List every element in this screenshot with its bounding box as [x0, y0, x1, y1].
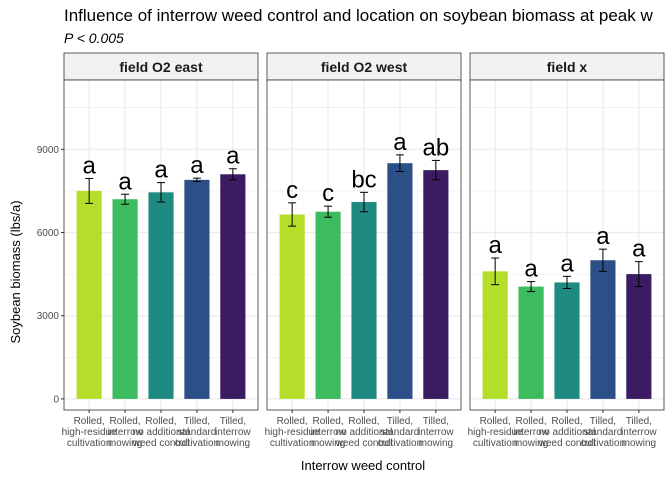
error-bar [395, 154, 404, 173]
significance-letter: a [393, 129, 407, 156]
error-bar [360, 191, 368, 213]
x-tick-label: Rolled, high-residue cultivation [62, 416, 117, 449]
bar [279, 214, 305, 399]
bar [351, 202, 377, 399]
error-bar [598, 248, 607, 272]
error-bar [288, 202, 297, 227]
significance-letter: a [632, 236, 646, 263]
x-tick-label: Tilled, interrow mowing [621, 416, 657, 449]
error-bar [527, 281, 536, 293]
significance-letter: a [524, 256, 538, 283]
error-bar [324, 205, 333, 218]
bar [554, 282, 580, 399]
significance-letter: a [596, 223, 610, 250]
error-bar [563, 275, 571, 290]
x-axis-title: Interrow weed control [301, 458, 425, 473]
significance-letter: a [226, 143, 240, 170]
x-tick-label: Rolled, interrow mowing [310, 416, 346, 449]
facet-strip [469, 52, 665, 81]
x-tick-label: Tilled, standard cultivation [581, 416, 625, 449]
x-tick-label: Rolled, no additional weed control [335, 416, 393, 449]
bar [423, 170, 449, 399]
bar [482, 271, 508, 399]
significance-letter: a [488, 232, 502, 259]
bar [184, 179, 210, 399]
error-bar [157, 182, 165, 203]
y-tick-label: 6000 [37, 228, 60, 239]
bar [387, 163, 413, 399]
significance-letter: a [154, 157, 168, 184]
x-tick-label: Rolled, high-residue cultivation [468, 416, 523, 449]
x-tick-label: Tilled, interrow mowing [215, 416, 251, 449]
error-bar [85, 177, 94, 204]
bar [315, 211, 341, 399]
bar [112, 199, 138, 399]
x-tick-label: Rolled, interrow mowing [513, 416, 549, 449]
significance-letter: a [190, 152, 204, 179]
bar [626, 274, 652, 399]
error-bar [491, 257, 500, 286]
significance-letter: a [82, 152, 96, 179]
x-tick-label: Rolled, no additional weed control [132, 416, 190, 449]
bar [148, 192, 174, 399]
x-tick-label: Rolled, interrow mowing [107, 416, 143, 449]
x-tick-label: Tilled, standard cultivation [378, 416, 422, 449]
significance-letter: bc [351, 166, 376, 193]
x-tick-label: Tilled, standard cultivation [175, 416, 219, 449]
facet-strip-label: field O2 east [119, 59, 203, 75]
y-axis: 0 3000 6000 9000 [37, 145, 64, 405]
y-tick-label: 3000 [37, 311, 60, 322]
error-bar [228, 168, 237, 181]
error-bar [431, 159, 440, 181]
significance-letter: ab [423, 134, 450, 161]
bar [590, 260, 616, 399]
significance-letter: c [286, 177, 298, 204]
error-bar [634, 261, 643, 288]
bar [518, 286, 544, 399]
chart-title: Influence of interrow weed control and l… [64, 6, 653, 25]
y-tick-label: 9000 [37, 145, 60, 156]
x-tick-label: Tilled, interrow mowing [418, 416, 454, 449]
error-bar [192, 177, 201, 182]
error-bar [121, 193, 130, 205]
bar [220, 174, 246, 399]
chart-subtitle: P < 0.005 [64, 30, 124, 46]
y-axis-title: Soybean biomass (lbs/a) [8, 200, 23, 343]
x-tick-label: Rolled, high-residue cultivation [265, 416, 320, 449]
significance-letter: c [322, 180, 334, 207]
facet-strip [63, 52, 259, 81]
y-tick-label: 0 [53, 394, 59, 405]
x-tick-label: Rolled, no additional weed control [538, 416, 596, 449]
significance-letter: a [560, 250, 574, 277]
facet-strip-label: field x [547, 59, 588, 75]
facet-panel: field xaa aa a [469, 52, 665, 411]
bar [76, 190, 102, 399]
facet-strip-label: field O2 west [321, 59, 408, 75]
significance-letter: a [118, 168, 132, 195]
